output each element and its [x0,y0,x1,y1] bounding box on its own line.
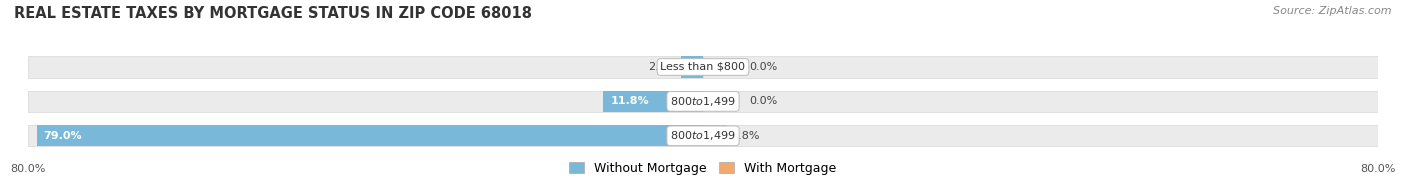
Bar [703,91,1378,112]
Text: $800 to $1,499: $800 to $1,499 [671,95,735,108]
Bar [28,125,703,146]
Bar [703,125,1378,146]
Text: 0.0%: 0.0% [749,96,778,106]
Text: 2.6%: 2.6% [648,62,676,72]
Bar [37,125,703,146]
Text: Source: ZipAtlas.com: Source: ZipAtlas.com [1274,6,1392,16]
Bar [28,91,703,112]
Text: 79.0%: 79.0% [44,131,82,141]
Bar [703,56,1378,78]
Text: 0.0%: 0.0% [749,62,778,72]
Bar [681,56,703,78]
Text: 2.8%: 2.8% [731,131,759,141]
Bar [603,91,703,112]
Bar [703,125,727,146]
Text: 11.8%: 11.8% [610,96,648,106]
Text: REAL ESTATE TAXES BY MORTGAGE STATUS IN ZIP CODE 68018: REAL ESTATE TAXES BY MORTGAGE STATUS IN … [14,6,531,21]
Legend: Without Mortgage, With Mortgage: Without Mortgage, With Mortgage [569,162,837,175]
Text: $800 to $1,499: $800 to $1,499 [671,129,735,142]
Text: Less than $800: Less than $800 [661,62,745,72]
Bar [28,56,703,78]
